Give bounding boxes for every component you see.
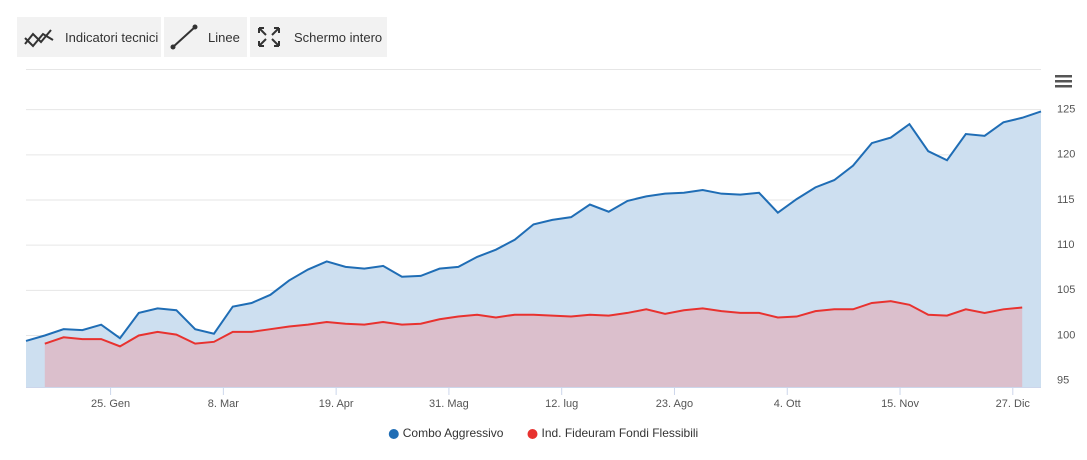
y-tick-label: 105 [1057,284,1075,296]
legend-marker [388,429,399,439]
menu-button[interactable] [1055,75,1072,88]
y-tick-label: 100 [1057,329,1075,341]
y-tick-label: 95 [1057,375,1069,387]
fullscreen-icon [258,27,280,47]
button-label: Linee [208,29,240,45]
x-tick-label: 15. Nov [881,398,919,410]
x-tick-label: 27. Dic [996,398,1031,410]
area-fill [44,301,1023,387]
x-tick-label: 25. Gen [91,398,130,410]
x-tick-label: 31. Mag [429,398,469,410]
series-line [25,110,1042,342]
button-label: Indicatori tecnici [65,29,159,45]
x-tick-label: 19. Apr [319,398,354,410]
indicators-icon [24,29,54,48]
button-label: Schermo intero [294,29,383,45]
x-tick-label: 4. Ott [774,398,801,410]
lines-button[interactable]: Linee [164,17,247,57]
y-tick-label: 120 [1057,149,1075,161]
legend-marker [527,429,538,439]
x-tick-label: 12. lug [545,398,578,410]
y-tick-label: 125 [1057,104,1075,116]
x-tick-label: 23. Ago [656,398,693,410]
y-tick-label: 115 [1057,194,1075,206]
x-tick-label: 8. Mar [208,398,240,410]
series-line [44,300,1023,348]
fullscreen-button[interactable]: Schermo intero [250,17,387,57]
indicators-button[interactable]: Indicatori tecnici [17,17,161,57]
y-tick-label: 110 [1057,239,1075,251]
legend-label: Ind. Fideuram Fondi Flessibili [541,426,698,440]
lines-icon [170,24,198,50]
legend-label: Combo Aggressivo [403,426,504,440]
